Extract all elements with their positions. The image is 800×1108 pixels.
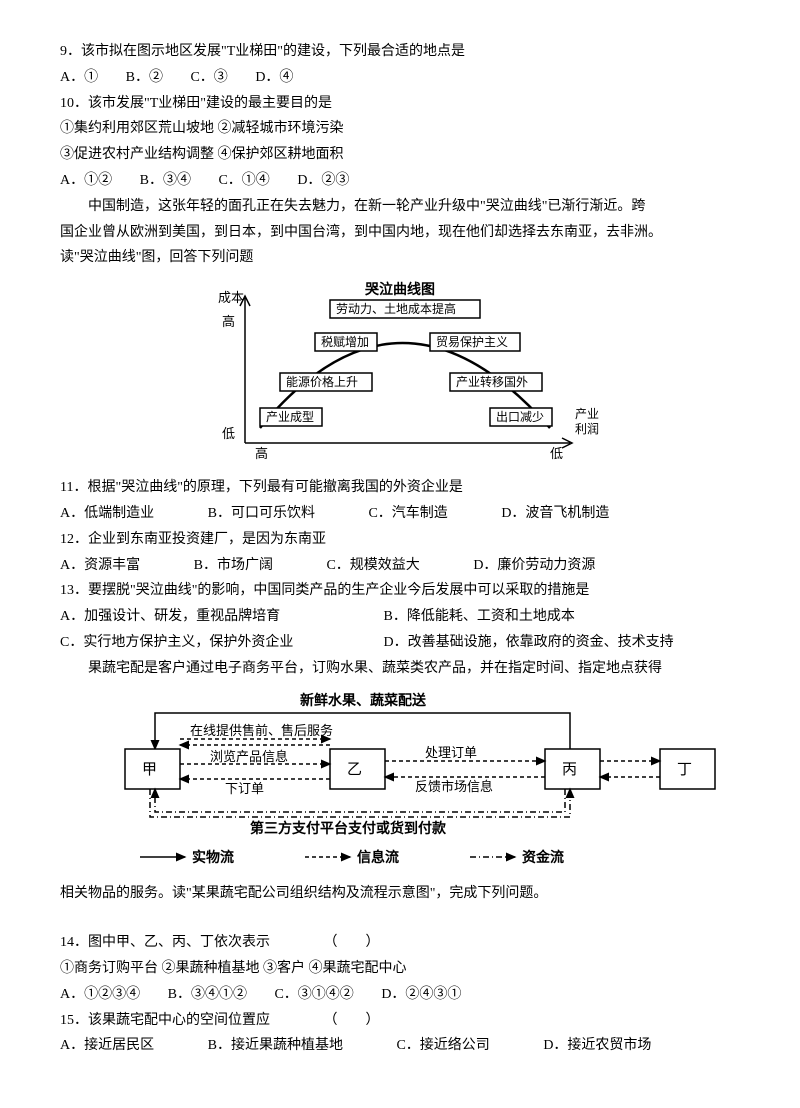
q13-c: C．实行地方保护主义，保护外资企业	[60, 631, 380, 655]
q12-c: C．规模效益大	[326, 554, 419, 578]
chart-title: 哭泣曲线图	[364, 281, 435, 298]
q10-c: C．①④	[218, 169, 269, 193]
flow-feed: 反馈市场信息	[415, 779, 493, 794]
q15-a: A．接近居民区	[60, 1034, 154, 1058]
legend-dashed: 信息流	[357, 849, 399, 866]
box-bing: 丙	[562, 762, 577, 778]
box-trade: 贸易保护主义	[436, 335, 508, 349]
q9-d: D．④	[255, 66, 293, 90]
q10-d: D．②③	[297, 169, 349, 193]
q13-a: A．加强设计、研发，重视品牌培育	[60, 605, 380, 629]
q15-options: A．接近居民区 B．接近果蔬种植基地 C．接近络公司 D．接近农贸市场	[60, 1034, 740, 1058]
flow-browse: 浏览产品信息	[210, 749, 288, 764]
q11-b: B．可口可乐饮料	[208, 502, 315, 526]
q12-b: B．市场广阔	[194, 554, 273, 578]
q9-b: B．②	[126, 66, 163, 90]
q11-d: D．波音飞机制造	[501, 502, 609, 526]
q11-c: C．汽车制造	[368, 502, 447, 526]
q12-options: A．资源丰富 B．市场广阔 C．规模效益大 D．廉价劳动力资源	[60, 554, 740, 578]
x-label-high: 高	[255, 446, 268, 461]
q9-options: A．① B．② C．③ D．④	[60, 66, 740, 90]
flow-svc: 在线提供售前、售后服务	[190, 723, 333, 738]
q15-stem-text: 15．该果蔬宅配中心的空间位置应	[60, 1013, 270, 1028]
box-transfer: 产业转移国外	[456, 374, 528, 389]
q13-b: B．降低能耗、工资和土地成本	[384, 609, 575, 624]
cry-curve-diagram: 成本 高 低 高 低 产业 利润 哭泣曲线图 劳动力、土地成本提高 税赋增加 贸…	[200, 278, 600, 468]
passage1-l2: 国企业曾从欧洲到美国，到日本，到中国台湾，到中国内地，现在他们却选择去东南亚，去…	[60, 221, 740, 245]
q14-b: B．③④①②	[168, 983, 247, 1007]
box-jia: 甲	[142, 762, 157, 778]
y-label-cost: 成本	[218, 290, 244, 305]
flow-pay: 第三方支付平台支付或货到付款	[250, 820, 447, 837]
box-top: 劳动力、土地成本提高	[336, 301, 456, 316]
q14-c: C．③①④②	[274, 983, 353, 1007]
q10-sub2: ③促进农村产业结构调整 ④保护郊区耕地面积	[60, 143, 740, 167]
y-label-high: 高	[222, 314, 235, 329]
flow-proc: 处理订单	[425, 745, 477, 760]
q15-stem: 15．该果蔬宅配中心的空间位置应 （ ）	[60, 1009, 740, 1033]
passage2-l1: 果蔬宅配是客户通过电子商务平台，订购水果、蔬菜类农产品，并在指定时间、指定地点获…	[60, 657, 740, 681]
q9-a: A．①	[60, 66, 98, 90]
q13-row2: C．实行地方保护主义，保护外资企业 D．改善基础设施，依靠政府的资金、技术支持	[60, 631, 740, 655]
passage1-l1: 中国制造，这张年轻的面孔正在失去魅力，在新一轮产业升级中"哭泣曲线"已渐行渐近。…	[60, 195, 740, 219]
x-label-profit: 利润	[575, 422, 599, 436]
q15-c: C．接近络公司	[396, 1034, 489, 1058]
q15-d: D．接近农贸市场	[543, 1034, 651, 1058]
legend-solid: 实物流	[192, 849, 234, 866]
x-label-low: 低	[550, 446, 563, 461]
box-yi: 乙	[347, 762, 362, 778]
flow-diagram: 新鲜水果、蔬菜配送 在线提供售前、售后服务 甲 乙 丙 丁 浏览产品信息 下订单…	[80, 689, 720, 874]
legend-dashdot: 资金流	[522, 849, 564, 866]
q14-stem-text: 14．图中甲、乙、丙、丁依次表示	[60, 935, 270, 950]
q10-stem: 10．该市发展"T业梯田"建设的最主要目的是	[60, 92, 740, 116]
box-tax: 税赋增加	[321, 335, 369, 349]
q14-stem: 14．图中甲、乙、丙、丁依次表示 （ ）	[60, 931, 740, 955]
x-label-prod: 产业	[575, 407, 599, 421]
q14-d: D．②④③①	[381, 983, 461, 1007]
y-label-low: 低	[222, 426, 235, 441]
box-form: 产业成型	[266, 410, 314, 424]
q11-a: A．低端制造业	[60, 502, 154, 526]
q13-row1: A．加强设计、研发，重视品牌培育 B．降低能耗、工资和土地成本	[60, 605, 740, 629]
q10-options: A．①② B．③④ C．①④ D．②③	[60, 169, 740, 193]
q12-d: D．廉价劳动力资源	[473, 554, 595, 578]
q12-stem: 12．企业到东南亚投资建厂，是因为东南亚	[60, 528, 740, 552]
q12-a: A．资源丰富	[60, 554, 140, 578]
q13-d: D．改善基础设施，依靠政府的资金、技术支持	[384, 635, 674, 650]
passage1-l3: 读"哭泣曲线"图，回答下列问题	[60, 246, 740, 270]
q13-stem: 13．要摆脱"哭泣曲线"的影响，中国同类产品的生产企业今后发展中可以采取的措施是	[60, 579, 740, 603]
q11-stem: 11．根据"哭泣曲线"的原理，下列最有可能撤离我国的外资企业是	[60, 476, 740, 500]
q15-b: B．接近果蔬种植基地	[208, 1034, 343, 1058]
passage2-l2: 相关物品的服务。读"某果蔬宅配公司组织结构及流程示意图"，完成下列问题。	[60, 882, 740, 906]
q9-stem: 9．该市拟在图示地区发展"T业梯田"的建设，下列最合适的地点是	[60, 40, 740, 64]
box-energy: 能源价格上升	[286, 374, 358, 389]
flow-top: 新鲜水果、蔬菜配送	[300, 692, 427, 709]
q14-sub: ①商务订购平台 ②果蔬种植基地 ③客户 ④果蔬宅配中心	[60, 957, 740, 981]
q10-sub1: ①集约利用郊区荒山坡地 ②减轻城市环境污染	[60, 117, 740, 141]
q11-options: A．低端制造业 B．可口可乐饮料 C．汽车制造 D．波音飞机制造	[60, 502, 740, 526]
q10-a: A．①②	[60, 169, 112, 193]
q9-c: C．③	[190, 66, 227, 90]
q10-b: B．③④	[140, 169, 191, 193]
box-export: 出口减少	[496, 410, 544, 424]
flow-order: 下订单	[225, 781, 264, 796]
q14-a: A．①②③④	[60, 983, 140, 1007]
box-ding: 丁	[677, 762, 692, 778]
q14-options: A．①②③④ B．③④①② C．③①④② D．②④③①	[60, 983, 740, 1007]
